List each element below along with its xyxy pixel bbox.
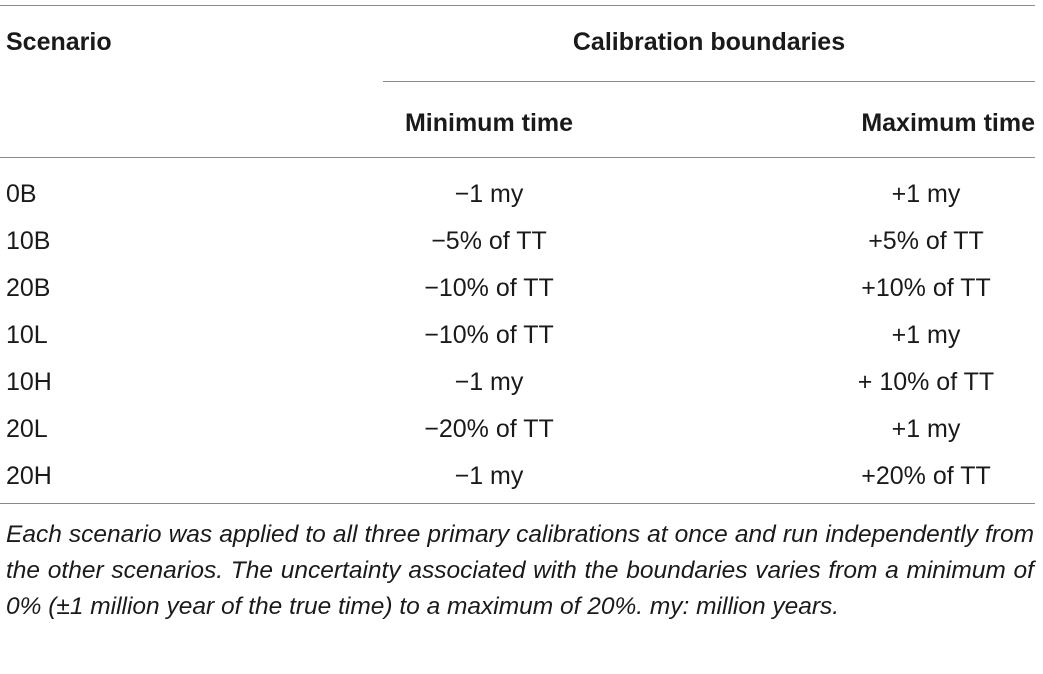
header-calibration-boundaries: Calibration boundaries [572,28,846,56]
table-row: 20B −10% of TT +10% of TT [0,273,1043,320]
cell-minimum-time: −1 my [454,368,524,396]
cell-minimum-time: −10% of TT [424,274,554,302]
cell-minimum-time: −1 my [454,180,524,208]
table-row: 20L −20% of TT +1 my [0,414,1043,461]
cell-maximum-time: +1 my [891,415,961,443]
table-top-rule [0,5,1035,6]
table-row: 10L −10% of TT +1 my [0,320,1043,367]
header-bottom-rule [0,157,1035,158]
table-footnote: Each scenario was applied to all three p… [6,521,1034,620]
table-row: 0B −1 my +1 my [0,179,1043,226]
header-group-rule [383,81,1035,82]
table-row: 10H −1 my + 10% of TT [0,367,1043,414]
cell-minimum-time: −1 my [454,462,524,490]
cell-minimum-time: −20% of TT [424,415,554,443]
cell-maximum-time: +20% of TT [861,462,991,490]
cell-scenario: 0B [6,180,37,208]
cell-maximum-time: +5% of TT [868,227,984,255]
table-bottom-rule [0,503,1035,504]
header-minimum-time: Minimum time [404,109,574,137]
header-scenario: Scenario [6,28,112,56]
cell-maximum-time: + 10% of TT [857,368,995,396]
table-row: 10B −5% of TT +5% of TT [0,226,1043,273]
cell-maximum-time: +10% of TT [861,274,991,302]
cell-scenario: 10H [6,368,52,396]
cell-scenario: 10B [6,227,51,255]
cell-scenario: 20L [6,415,48,443]
cell-scenario: 20B [6,274,51,302]
table-row: 20H −1 my +20% of TT [0,461,1043,508]
cell-minimum-time: −5% of TT [431,227,547,255]
cell-maximum-time: +1 my [891,321,961,349]
cell-minimum-time: −10% of TT [424,321,554,349]
cell-scenario: 10L [6,321,48,349]
header-maximum-time: Maximum time [861,109,1035,137]
cell-maximum-time: +1 my [891,180,961,208]
cell-scenario: 20H [6,462,52,490]
